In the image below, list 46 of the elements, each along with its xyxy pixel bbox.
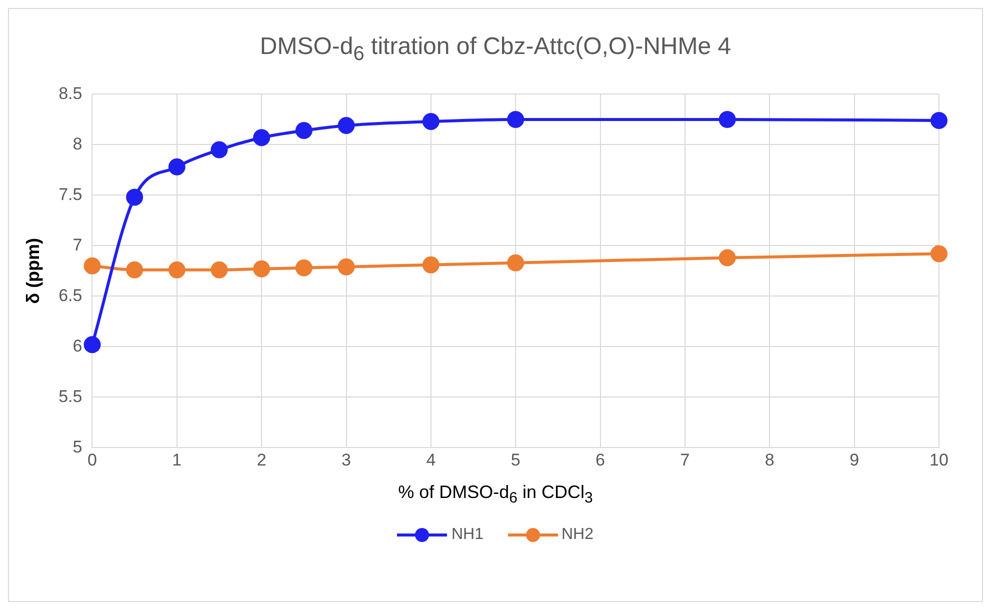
point xyxy=(210,141,228,158)
point xyxy=(210,261,228,278)
point xyxy=(84,257,101,274)
point xyxy=(718,249,736,266)
x-tick-label: 5 xyxy=(510,450,520,470)
y-tick-label: 6.5 xyxy=(58,286,82,305)
x-tick-label: 2 xyxy=(256,450,266,470)
y-axis-title: δ (ppm) xyxy=(22,238,43,304)
point xyxy=(168,261,186,278)
x-axis-title: % of DMSO-d$_{6}$ in CDCl$_{3}$ xyxy=(397,482,594,506)
point xyxy=(253,260,270,278)
x-tick-label: 3 xyxy=(342,450,351,470)
legend-label: NH1 xyxy=(451,526,484,544)
point xyxy=(253,128,270,146)
y-tick-label: 7.5 xyxy=(58,184,82,204)
y-tick-label: 7 xyxy=(72,235,82,254)
x-tick-label: 0 xyxy=(88,450,97,470)
point xyxy=(295,259,312,276)
x-tick-label: 6 xyxy=(596,450,606,470)
point xyxy=(930,245,948,262)
point xyxy=(507,110,524,128)
point xyxy=(422,256,440,274)
x-tick-label: 8 xyxy=(764,450,774,470)
x-tick-label: 7 xyxy=(680,450,690,470)
y-tick-label: 8 xyxy=(72,134,82,154)
point xyxy=(338,258,355,276)
y-tick-label: 5 xyxy=(72,437,82,456)
x-tick-label: 9 xyxy=(850,450,860,470)
point xyxy=(168,158,186,176)
legend-label: NH2 xyxy=(562,526,594,544)
chart-title: DMSO-d$_{6}$ titration of Cbz-Attc(O,O)-NHMe 4 xyxy=(258,33,732,66)
x-tick-label: 10 xyxy=(930,450,948,470)
y-tick-label: 5.5 xyxy=(58,386,82,406)
point xyxy=(422,112,440,130)
x-tick-label: 1 xyxy=(172,450,182,470)
y-tick-label: 8.5 xyxy=(58,84,82,103)
point xyxy=(295,122,312,139)
point xyxy=(718,110,736,128)
point xyxy=(930,112,948,129)
point xyxy=(84,336,101,353)
point xyxy=(126,261,144,278)
x-tick-label: 4 xyxy=(426,450,436,470)
point xyxy=(338,116,355,134)
point xyxy=(507,254,524,272)
point xyxy=(126,188,144,206)
y-tick-label: 6 xyxy=(72,336,82,356)
